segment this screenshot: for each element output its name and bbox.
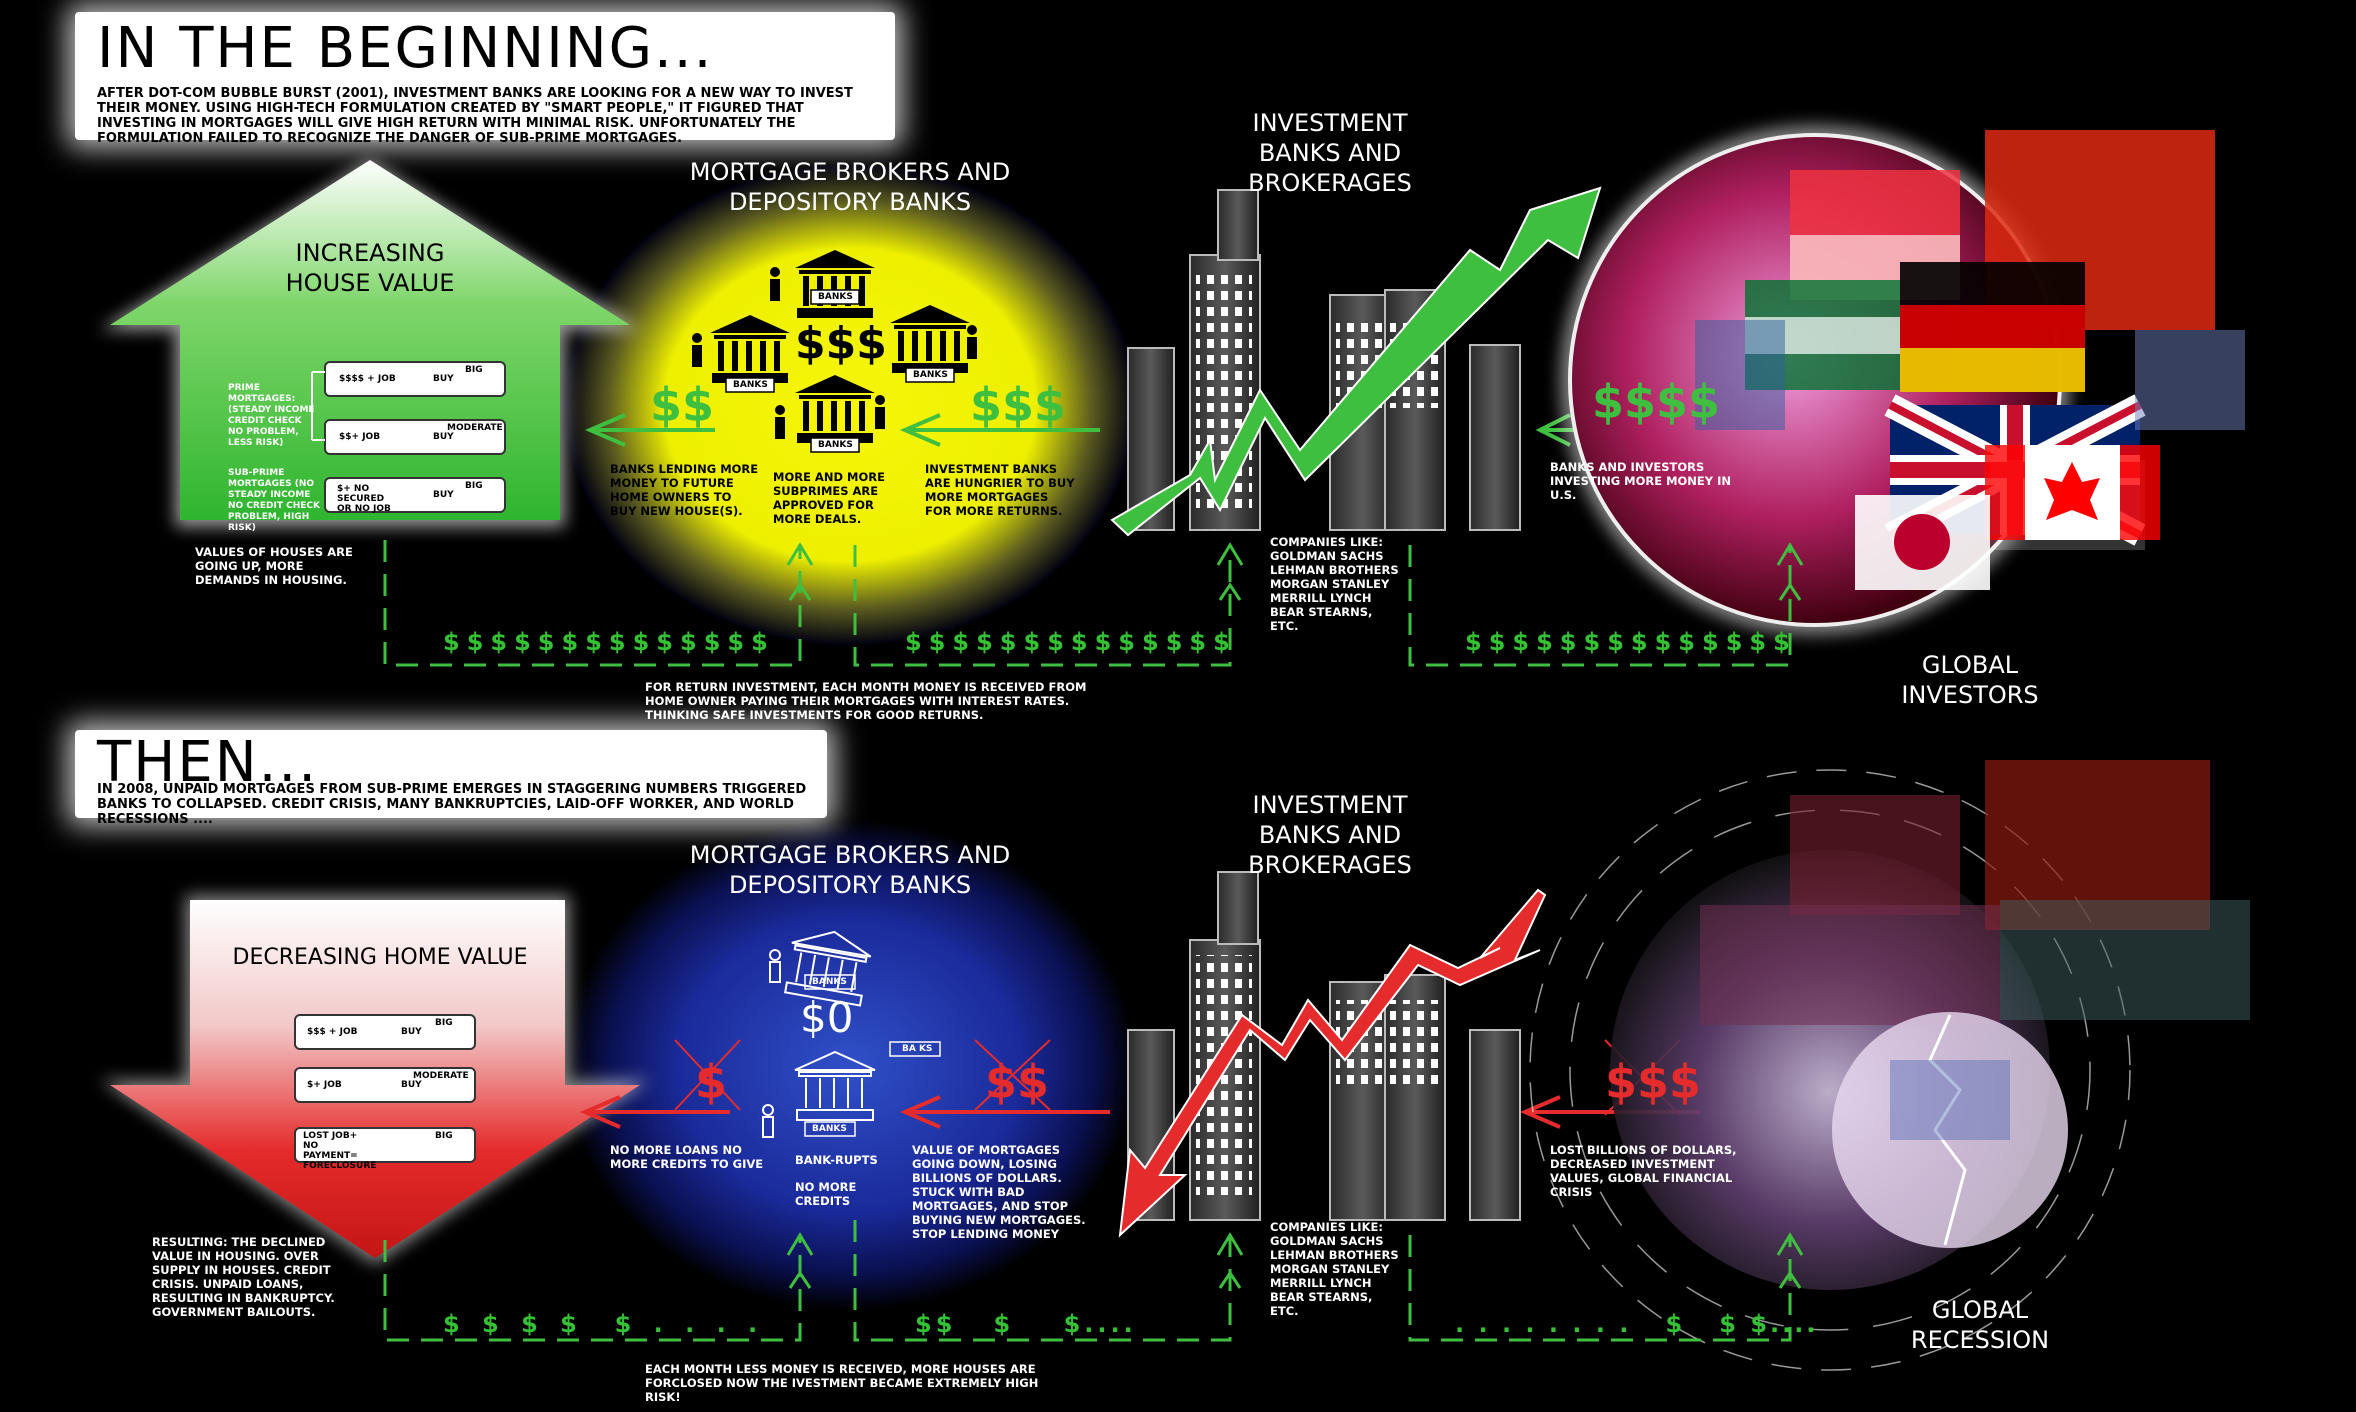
bank-label-bottom-2: BANKS bbox=[812, 1124, 847, 1134]
top-row-1-buy: BUY bbox=[433, 374, 454, 384]
global-recession-title: GLOBAL RECESSION bbox=[1910, 1296, 2050, 1354]
top-row-3-house: BIG bbox=[465, 481, 483, 491]
return-dashed-lines-bottom bbox=[383, 1220, 1792, 1342]
bottom-row-boxes bbox=[294, 1014, 476, 1163]
value-down-note: VALUE OF MORTGAGES GOING DOWN, LOSING BI… bbox=[912, 1143, 1086, 1241]
global-investors-title: GLOBAL INVESTORS bbox=[1901, 651, 2039, 709]
bottom-intro-panel: THEN... IN 2008, UNPAID MORTGAGES FROM S… bbox=[75, 730, 827, 827]
bank-label-plates-bottom bbox=[804, 974, 941, 1137]
bottom-row-3: LOST JOB+ NO PAYMENT= FORECLOSURE BIG bbox=[295, 1128, 475, 1171]
no-more-credits-note: NO MORE CREDITS bbox=[795, 1180, 857, 1208]
increasing-house-arrow bbox=[100, 160, 640, 527]
subprime-mortgage-label: SUB-PRIME MORTGAGES (NO STEADY INCOME NO… bbox=[228, 468, 320, 533]
flow-row-bottom-2: $$ $ $.... bbox=[915, 1310, 1137, 1338]
bottom-row-3-left: LOST JOB+ NO PAYMENT= FORECLOSURE bbox=[303, 1131, 377, 1171]
flow-row-bottom-3: . . . . . . . . $ $ $.... bbox=[1455, 1310, 1819, 1338]
bottom-intro-text: IN 2008, UNPAID MORTGAGES FROM SUB-PRIME… bbox=[97, 782, 807, 827]
hungrier-note: INVESTMENT BANKS ARE HUNGRIER TO BUY MOR… bbox=[925, 462, 1075, 518]
bankrupts-note: BANK-RUPTS bbox=[795, 1153, 878, 1167]
person-icons-bottom bbox=[762, 949, 781, 1138]
top-row-3: $+ NO SECURED OR NO JOB BUY BIG bbox=[325, 478, 505, 514]
bottom-row-1-left: $$$ + JOB bbox=[307, 1027, 358, 1037]
bottom-row-2-left: $+ JOB bbox=[307, 1080, 342, 1090]
top-row-boxes bbox=[324, 361, 506, 513]
top-heading: IN THE BEGINNING... bbox=[97, 16, 714, 81]
less-money-note: EACH MONTH LESS MONEY IS RECEIVED, MORE … bbox=[645, 1362, 1039, 1404]
person-icons-top bbox=[692, 267, 977, 439]
lost-billions-note: LOST BILLIONS OF DOLLARS, DECREASED INVE… bbox=[1550, 1143, 1737, 1199]
falling-zigzag-arrow bbox=[1118, 888, 1547, 1238]
bottom-row-2: $+ JOB BUY MODERATE bbox=[295, 1068, 475, 1102]
top-row-2-buy: BUY bbox=[433, 432, 454, 442]
bottom-row-1: $$$ + JOB BUY BIG bbox=[295, 1015, 475, 1049]
bottom-row-2-buy: BUY bbox=[401, 1080, 422, 1090]
bank-label-3: BANKS bbox=[913, 370, 948, 380]
bank-label-4: BANKS bbox=[818, 440, 853, 450]
house-values-note: VALUES OF HOUSES ARE GOING UP, MORE DEMA… bbox=[195, 545, 353, 587]
no-more-loans-note: NO MORE LOANS NO MORE CREDITS TO GIVE bbox=[610, 1143, 764, 1171]
return-investment-note: FOR RETURN INVESTMENT, EACH MONTH MONEY … bbox=[645, 680, 1087, 722]
rising-zigzag-arrow bbox=[1110, 186, 1602, 537]
prime-mortgage-label: PRIME MORTGAGES: (STEADY INCOME CREDIT C… bbox=[228, 383, 315, 448]
far-dollars-bottom: $$$ bbox=[1605, 1055, 1702, 1109]
bank-zero-dollars: $0 bbox=[800, 993, 854, 1042]
far-dollars-top: $$$$ bbox=[1592, 375, 1721, 429]
brokers-title-bottom: MORTGAGE BROKERS AND DEPOSITORY BANKS bbox=[689, 841, 1011, 899]
top-row-1-left: $$$$ + JOB bbox=[339, 374, 396, 384]
buildings-bottom bbox=[1127, 871, 1521, 1221]
return-arrowheads-bottom bbox=[786, 1232, 1804, 1289]
bank-label-broken: BA KS bbox=[902, 1044, 933, 1054]
top-row-1: $$$$ + JOB BUY BIG bbox=[325, 362, 505, 396]
bottom-row-3-house: BIG bbox=[435, 1131, 453, 1141]
top-intro-text: AFTER DOT-COM BUBBLE BURST (2001), INVES… bbox=[97, 86, 853, 146]
flow-arrows-bottom bbox=[579, 1095, 1700, 1129]
bank-icons-bottom bbox=[784, 930, 876, 1121]
flow-row-top-1: $$$$$$$$$$$$$$ bbox=[443, 628, 775, 656]
return-arrowheads-top bbox=[786, 542, 1804, 601]
flow-row-top-2: $$$$$$$$$$$$$$ bbox=[905, 628, 1237, 656]
top-row-1-house: BIG bbox=[465, 365, 483, 375]
brokers-title-top: MORTGAGE BROKERS AND DEPOSITORY BANKS bbox=[689, 158, 1011, 216]
bank-label-bottom-1: BANKS bbox=[812, 977, 847, 987]
increasing-house-title: INCREASING HOUSE VALUE bbox=[285, 239, 455, 297]
resulting-note: RESULTING: THE DECLINED VALUE IN HOUSING… bbox=[152, 1235, 335, 1319]
decreasing-house-title: DECREASING HOME VALUE bbox=[232, 945, 528, 970]
bottom-row-1-buy: BUY bbox=[401, 1027, 422, 1037]
bank-label-1: BANKS bbox=[818, 292, 853, 302]
top-row-3-buy: BUY bbox=[433, 490, 454, 500]
bottom-heading: THEN... bbox=[97, 730, 318, 795]
right-dollars-bottom: $$ bbox=[985, 1055, 1050, 1109]
right-dollars-top: $$$ bbox=[970, 378, 1067, 432]
ib-title-top: INVESTMENT BANKS AND BROKERAGES bbox=[1248, 109, 1412, 197]
return-dashed-lines-top bbox=[383, 540, 1792, 667]
banks-lending-note: BANKS LENDING MORE MONEY TO FUTURE HOME … bbox=[610, 462, 759, 518]
bank-center-dollars: $$$ bbox=[795, 318, 887, 369]
top-row-2-left: $$+ JOB bbox=[339, 432, 381, 442]
brokers-glow-bottom bbox=[565, 820, 1135, 1310]
top-row-3-left: $+ NO SECURED OR NO JOB bbox=[337, 484, 391, 514]
left-dollars-top: $$ bbox=[650, 378, 715, 432]
more-subprimes-note: MORE AND MORE SUBPRIMES ARE APPROVED FOR… bbox=[773, 470, 885, 526]
flow-row-top-3: $$$$$$$$$$$$$$ bbox=[1465, 628, 1797, 656]
flow-row-bottom-1: $ $ $ $ $ . . . . bbox=[443, 1310, 765, 1338]
companies-list-bottom: COMPANIES LIKE: GOLDMAN SACHS LEHMAN BRO… bbox=[1270, 1220, 1399, 1318]
ib-title-bottom: INVESTMENT BANKS AND BROKERAGES bbox=[1248, 791, 1412, 879]
top-row-2-house: MODERATE bbox=[447, 423, 503, 433]
prime-bracket bbox=[311, 371, 325, 441]
bank-label-plates-top bbox=[725, 289, 955, 453]
bottom-row-2-house: MODERATE bbox=[413, 1071, 469, 1081]
bottom-row-1-house: BIG bbox=[435, 1018, 453, 1028]
left-dollars-bottom: $ bbox=[695, 1055, 728, 1109]
bank-label-2: BANKS bbox=[733, 380, 768, 390]
top-row-2: $$+ JOB BUY MODERATE bbox=[325, 420, 505, 454]
globe-top bbox=[1560, 125, 2245, 635]
globe-bottom bbox=[1529, 760, 2250, 1371]
top-intro-panel: IN THE BEGINNING... AFTER DOT-COM BUBBLE… bbox=[75, 12, 895, 146]
companies-list-top: COMPANIES LIKE: GOLDMAN SACHS LEHMAN BRO… bbox=[1270, 535, 1399, 633]
investors-note: BANKS AND INVESTORS INVESTING MORE MONEY… bbox=[1550, 460, 1732, 502]
